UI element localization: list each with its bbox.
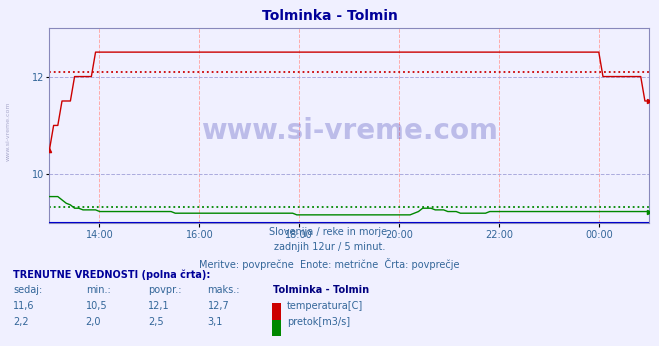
Text: TRENUTNE VREDNOSTI (polna črta):: TRENUTNE VREDNOSTI (polna črta): [13, 270, 211, 280]
Text: temperatura[C]: temperatura[C] [287, 301, 363, 311]
Text: 12,1: 12,1 [148, 301, 170, 311]
Text: 2,0: 2,0 [86, 317, 101, 327]
Text: Tolminka - Tolmin: Tolminka - Tolmin [262, 9, 397, 22]
Text: pretok[m3/s]: pretok[m3/s] [287, 317, 350, 327]
Text: 2,5: 2,5 [148, 317, 164, 327]
Text: www.si-vreme.com: www.si-vreme.com [201, 117, 498, 145]
Text: maks.:: maks.: [208, 285, 240, 295]
Text: zadnjih 12ur / 5 minut.: zadnjih 12ur / 5 minut. [273, 242, 386, 252]
Text: Tolminka - Tolmin: Tolminka - Tolmin [273, 285, 370, 295]
Text: 11,6: 11,6 [13, 301, 35, 311]
Text: povpr.:: povpr.: [148, 285, 182, 295]
Text: 2,2: 2,2 [13, 317, 29, 327]
Text: Meritve: povprečne  Enote: metrične  Črta: povprečje: Meritve: povprečne Enote: metrične Črta:… [199, 258, 460, 270]
Text: 12,7: 12,7 [208, 301, 229, 311]
Text: sedaj:: sedaj: [13, 285, 42, 295]
Text: 10,5: 10,5 [86, 301, 107, 311]
Text: min.:: min.: [86, 285, 111, 295]
Text: Slovenija / reke in morje.: Slovenija / reke in morje. [269, 227, 390, 237]
Text: 3,1: 3,1 [208, 317, 223, 327]
Text: www.si-vreme.com: www.si-vreme.com [5, 102, 11, 161]
